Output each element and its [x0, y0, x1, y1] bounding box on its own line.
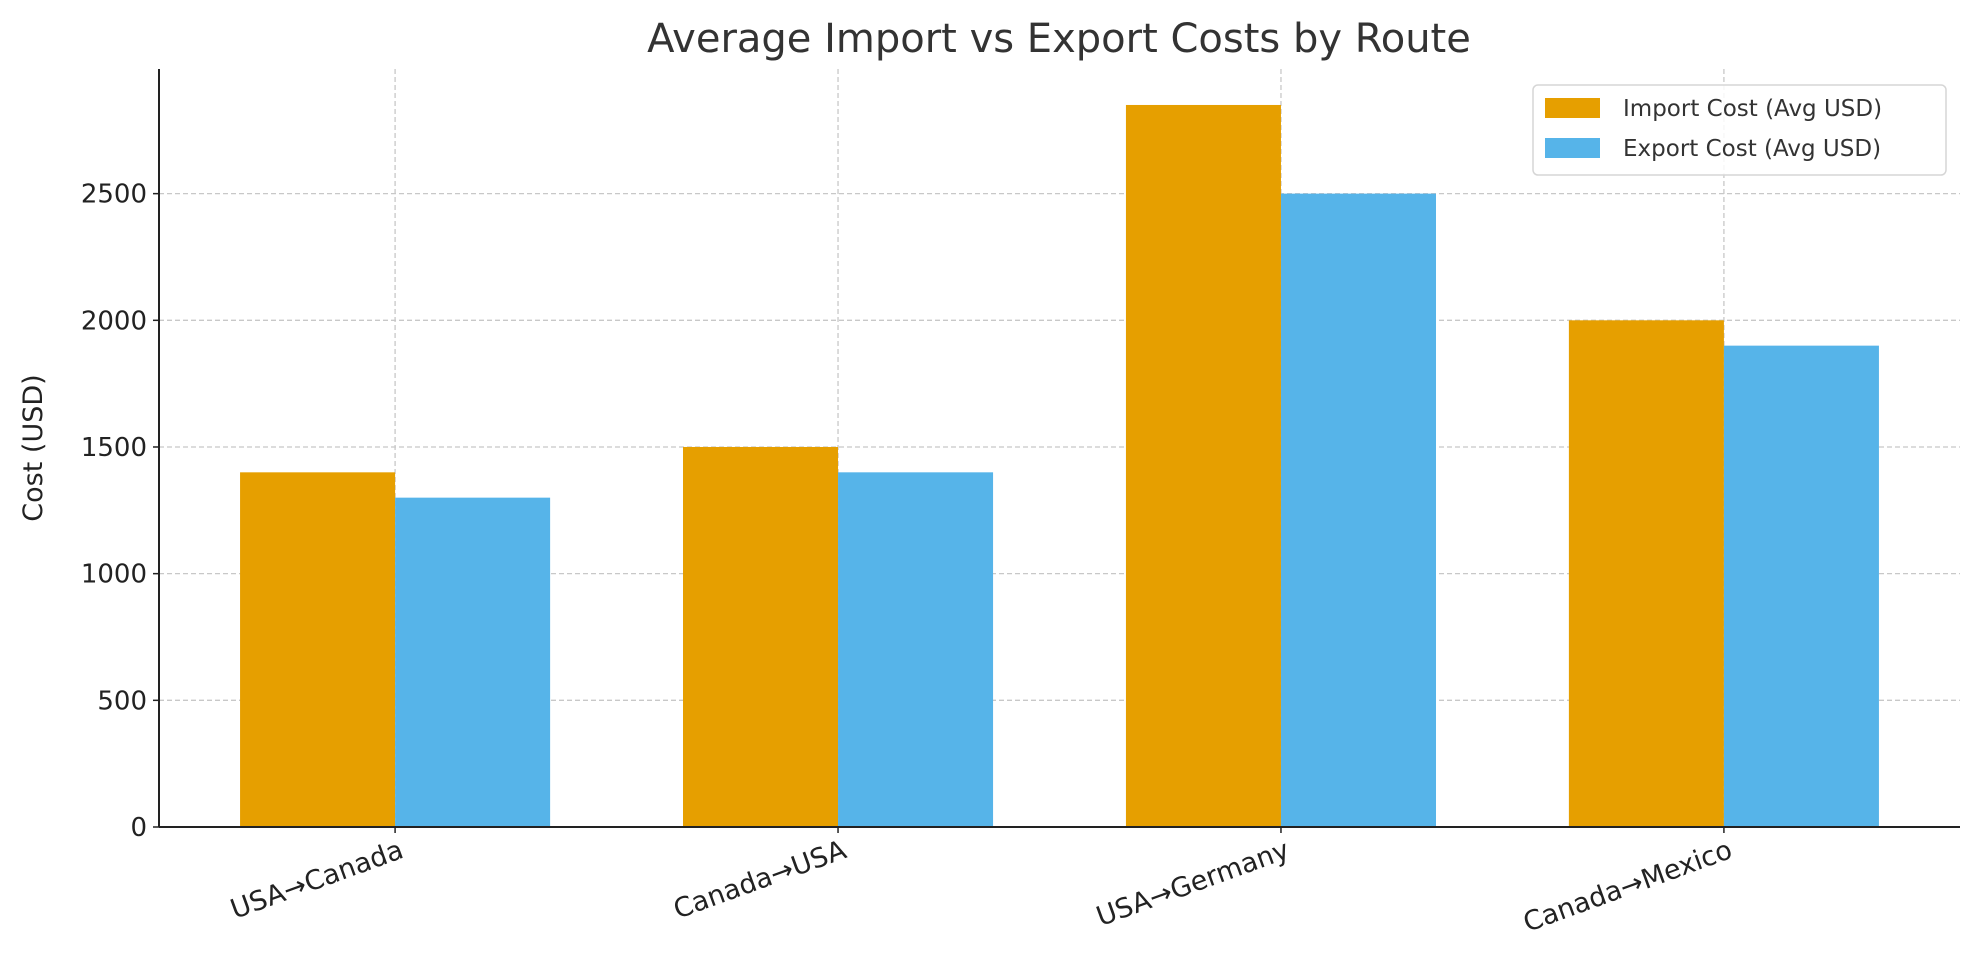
bar-export: [395, 497, 551, 827]
bar-import: [1568, 320, 1724, 827]
y-tick-label: 500: [97, 686, 147, 716]
x-tick-label: Canada→USA: [670, 834, 851, 925]
legend-label: Export Cost (Avg USD): [1623, 136, 1881, 162]
y-tick-label: 2000: [81, 306, 147, 336]
legend-swatch: [1545, 98, 1600, 118]
bar-import: [682, 446, 839, 827]
legend-swatch: [1545, 138, 1600, 158]
legend-label: Import Cost (Avg USD): [1623, 96, 1882, 122]
y-tick-label: 2500: [81, 180, 147, 210]
bar-export: [1723, 345, 1879, 827]
chart-title: Average Import vs Export Costs by Route: [647, 16, 1471, 62]
y-tick-label: 1500: [81, 433, 147, 463]
x-tick-label: USA→Germany: [1092, 834, 1293, 932]
bar-export: [838, 472, 994, 827]
bar-import: [1125, 104, 1281, 827]
legend-frame: [1532, 84, 1947, 176]
bar-export: [1280, 193, 1437, 827]
y-tick-label: 0: [130, 813, 147, 843]
y-tick-label: 1000: [81, 560, 147, 590]
bar-import: [240, 472, 396, 827]
x-tick-label: Canada→Mexico: [1519, 834, 1736, 938]
x-tick-label: USA→Canada: [227, 834, 408, 925]
legend: Import Cost (Avg USD) Export Cost (Avg US…: [1532, 84, 1947, 176]
y-axis-label: Cost (USD): [18, 374, 49, 521]
